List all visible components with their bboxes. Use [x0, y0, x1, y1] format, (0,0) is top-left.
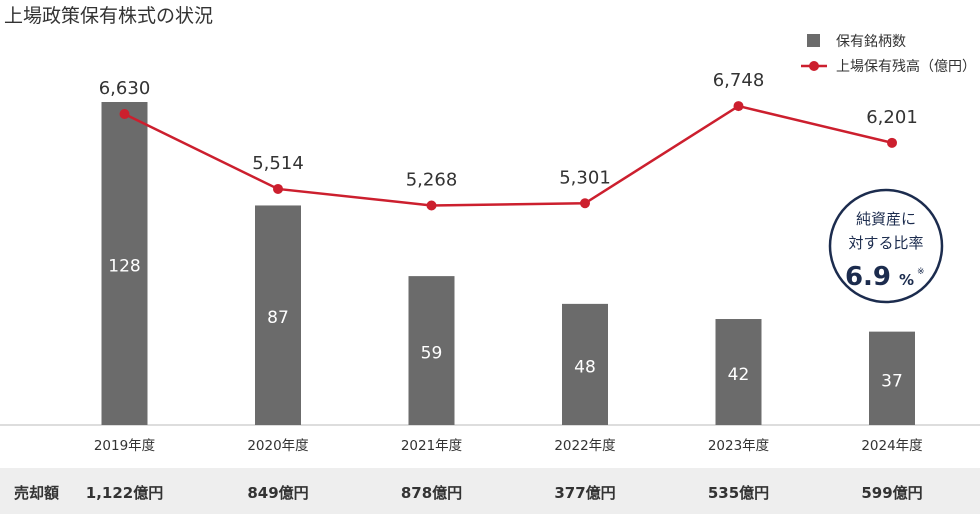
ratio-badge-line1: 純資産に	[856, 210, 916, 228]
bar-value-label: 128	[108, 257, 140, 277]
sales-value: 849億円	[247, 484, 308, 502]
bar-2019年度	[101, 102, 148, 425]
legend-bar-swatch	[807, 34, 820, 47]
legend-line-marker	[809, 61, 819, 71]
sales-value: 599億円	[861, 484, 922, 502]
bar-2023年度	[715, 319, 762, 425]
balance-value-label: 6,201	[866, 107, 918, 128]
sales-value: 377億円	[554, 484, 615, 502]
x-tick-label: 2022年度	[554, 438, 615, 454]
balance-point	[887, 137, 897, 148]
balance-value-label: 6,748	[713, 70, 765, 91]
balance-value-label: 5,514	[252, 153, 304, 174]
legend-bar-label: 保有銘柄数	[836, 34, 906, 50]
sales-row-values: 1,122億円 849億円 878億円 377億円 535億円 599億円	[86, 484, 923, 502]
sales-row-label: 売却額	[14, 484, 59, 502]
bar-value-label: 42	[728, 365, 750, 385]
chart-title: 上場政策保有株式の状況	[4, 5, 213, 27]
bar-value-label: 59	[421, 344, 443, 364]
balance-point	[119, 109, 130, 119]
x-tick-label: 2024年度	[861, 438, 922, 454]
ratio-badge-note: ※	[917, 267, 925, 277]
bar-2022年度	[562, 303, 608, 425]
x-tick-label: 2020年度	[247, 438, 308, 454]
sales-row-bg	[0, 468, 980, 514]
bar-value-label: 48	[574, 357, 596, 377]
balance-line	[123, 104, 893, 207]
sales-value: 878億円	[401, 484, 462, 502]
balance-value-label: 6,630	[99, 78, 151, 99]
ratio-badge: 純資産に 対する比率 6.9 % ※	[828, 188, 944, 304]
x-tick-label: 2019年度	[94, 438, 155, 454]
bar-2020年度	[255, 205, 301, 425]
ratio-badge-line2: 対する比率	[848, 234, 923, 252]
balance-point	[426, 200, 437, 211]
sales-value: 535億円	[708, 484, 769, 502]
bar-2024年度	[869, 331, 915, 425]
bars-group: 128 87 59 48 42 37	[101, 102, 915, 425]
x-ticks-group: 2019年度 2020年度 2021年度 2022年度 2023年度 2024年度	[94, 438, 923, 454]
bar-value-label: 87	[267, 308, 289, 328]
ratio-badge-circle	[828, 188, 944, 304]
bar-value-label: 37	[881, 371, 903, 391]
balance-point	[733, 101, 744, 112]
x-tick-label: 2023年度	[708, 438, 769, 454]
bar-2021年度	[408, 276, 455, 425]
legend: 保有銘柄数 上場保有残高（億円）	[801, 34, 976, 75]
balance-value-label: 5,268	[406, 169, 458, 190]
balance-point	[580, 198, 590, 209]
line-series-group: 6,630 5,514 5,268 5,301 6,748 6,201	[99, 70, 918, 211]
balance-point	[273, 183, 283, 194]
balance-value-label: 5,301	[559, 167, 611, 188]
x-tick-label: 2021年度	[401, 438, 462, 454]
sales-value: 1,122億円	[86, 484, 163, 502]
ratio-badge-unit: %	[899, 271, 914, 289]
legend-line-label: 上場保有残高（億円）	[836, 58, 976, 75]
ratio-badge-value: 6.9	[845, 262, 891, 292]
